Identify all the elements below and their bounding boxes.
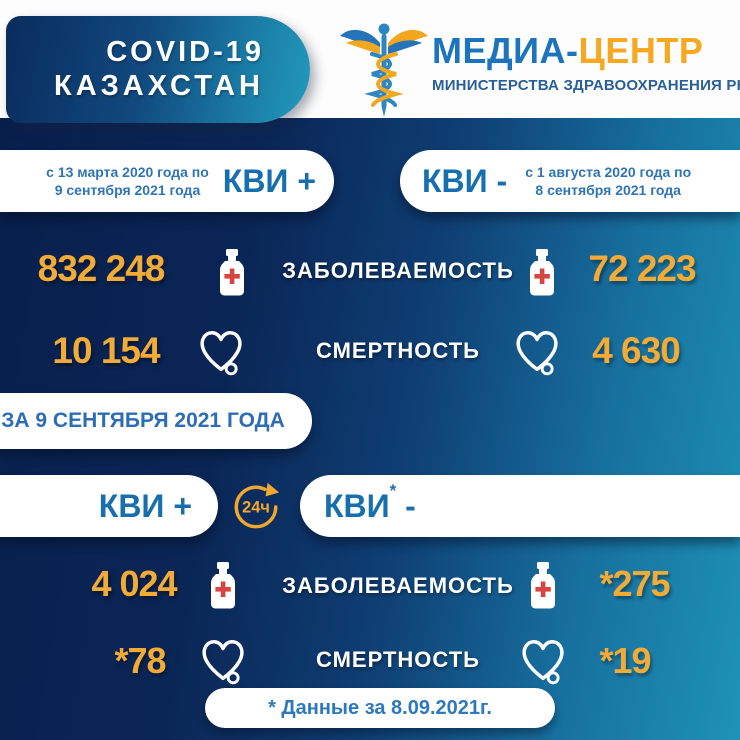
logo-text-block: МЕДИА-ЦЕНТР МИНИСТЕРСТВА ЗДРАВООХРАНЕНИЯ… (432, 30, 740, 94)
covid-kazakhstan-badge: COVID-19 КАЗАХСТАН (6, 16, 310, 123)
kvi-plus-label: КВИ + (222, 162, 316, 199)
daily-mortality-label: СМЕРТНОСТЬ (315, 647, 480, 672)
logo-title: МЕДИА-ЦЕНТР (432, 30, 740, 72)
badge-line2: КАЗАХСТАН (54, 69, 264, 102)
footnote-pill: * Данные за 8.09.2021г. (205, 688, 555, 728)
kvi-minus-label: КВИ - (422, 162, 508, 199)
kvi-plus-period: с 13 марта 2020 года по 9 сентября 2021 … (46, 163, 209, 200)
kvi-minus-period-line2: 8 сентября 2021 года (535, 182, 681, 198)
medicine-bottle-icon (527, 249, 557, 301)
cumulative-mortality-label: СМЕРТНОСТЬ (315, 338, 480, 363)
cumulative-mortality-plus-value: 10 154 (52, 330, 160, 371)
kvi-plus-period-line1: с 13 марта 2020 года по (46, 163, 209, 180)
cumulative-incidence-minus-value: 72 223 (588, 248, 696, 289)
logo-subtitle: МИНИСТЕРСТВА ЗДРАВООХРАНЕНИЯ РК (432, 77, 740, 94)
daily-kvi-minus-pill: КВИ* - (300, 475, 740, 537)
daily-kvi-minus-sign: - (396, 487, 416, 524)
medicine-bottle-icon (217, 249, 247, 301)
daily-incidence-plus-value: 4 024 (91, 563, 177, 604)
medicine-bottle-icon (528, 562, 558, 614)
daily-incidence-minus-value: *275 (599, 563, 670, 604)
daily-period-pill: ЗА 9 СЕНТЯБРЯ 2021 ГОДА (0, 393, 312, 449)
daily-kvi-minus-label: КВИ* - (324, 481, 416, 525)
daily-kvi-minus-asterisk: * (389, 480, 397, 500)
cumulative-mortality-minus-value: 4 630 (592, 330, 681, 371)
caduceus-icon (338, 16, 430, 123)
cumulative-kvi-minus-pill: КВИ - с 1 августа 2020 года по 8 сентябр… (400, 150, 740, 212)
heart-stethoscope-icon (512, 325, 564, 384)
daily-incidence-label: ЗАБОЛЕВАЕМОСТЬ (282, 573, 514, 598)
badge-line1: COVID-19 (106, 36, 264, 69)
cumulative-kvi-plus-pill: с 13 марта 2020 года по 9 сентября 2021 … (0, 150, 334, 212)
daily-mortality-minus-value: *19 (599, 640, 651, 681)
logo-title-media: МЕДИА- (432, 30, 579, 71)
medicine-bottle-icon (208, 562, 238, 614)
24h-clock-icon: 24ч (230, 480, 282, 537)
kvi-plus-period-line2: 9 сентября 2021 года (54, 182, 201, 198)
daily-kvi-minus-base: КВИ (324, 487, 390, 524)
heart-stethoscope-icon (198, 634, 250, 693)
daily-kvi-plus-label: КВИ + (98, 487, 192, 524)
24h-label: 24ч (242, 499, 270, 517)
main-background: с 13 марта 2020 года по 9 сентября 2021 … (0, 118, 740, 740)
kvi-minus-period: с 1 августа 2020 года по 8 сентября 2021… (525, 163, 691, 200)
kvi-minus-period-line1: с 1 августа 2020 года по (525, 163, 692, 180)
daily-kvi-plus-pill: КВИ + (0, 475, 218, 537)
cumulative-incidence-label: ЗАБОЛЕВАЕМОСТЬ (282, 258, 514, 283)
cumulative-incidence-plus-value: 832 248 (37, 248, 166, 289)
heart-stethoscope-icon (518, 634, 570, 693)
heart-stethoscope-icon (196, 325, 248, 384)
logo-title-center: ЦЕНТР (578, 30, 704, 71)
daily-mortality-plus-value: *78 (114, 640, 166, 681)
